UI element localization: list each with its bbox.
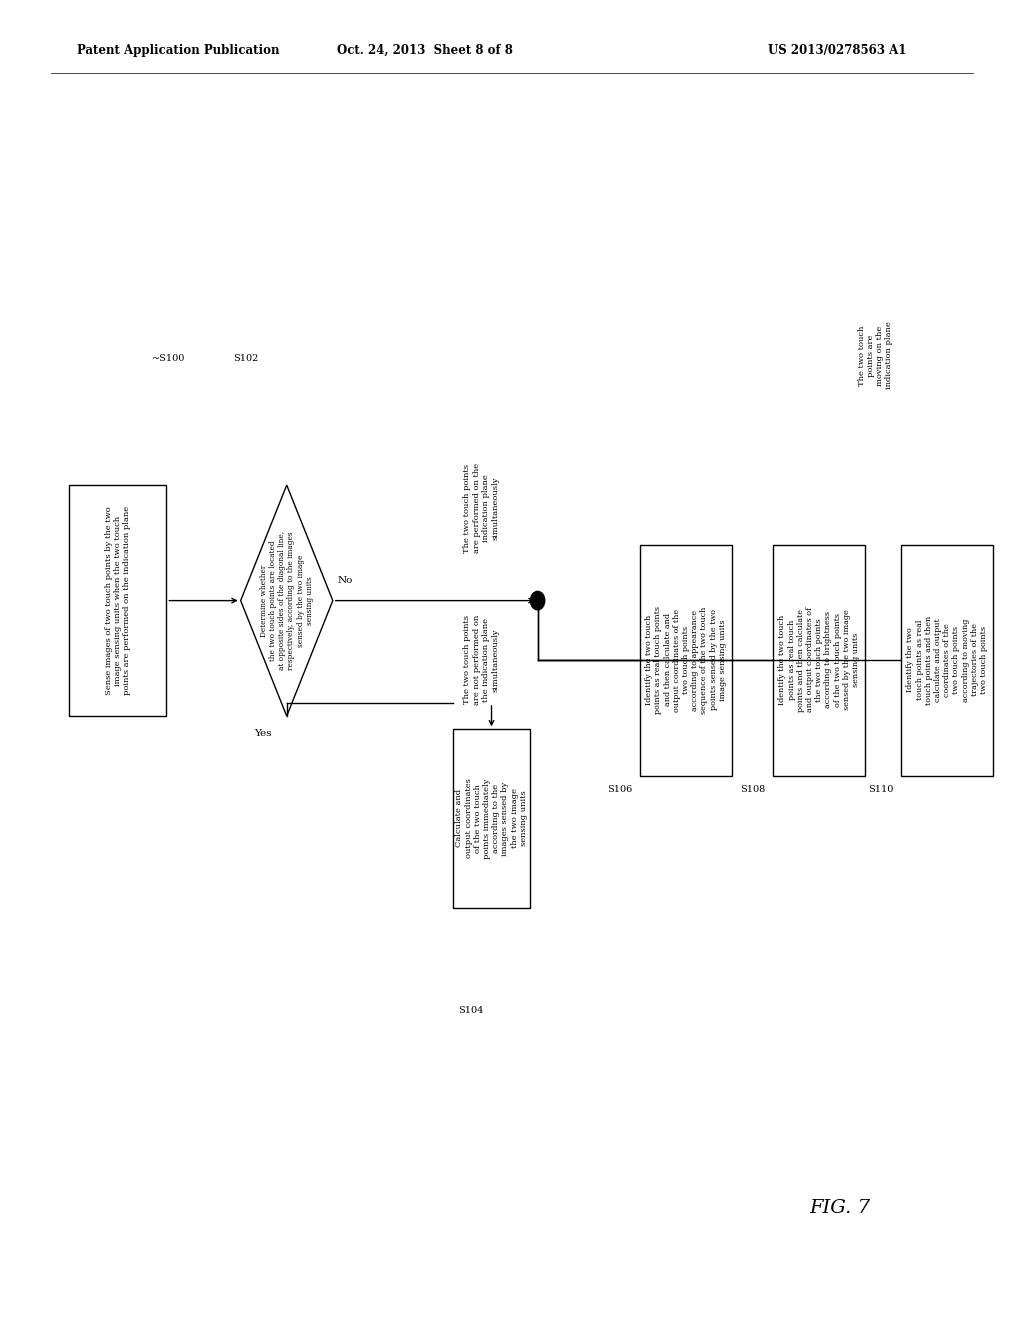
Circle shape (530, 591, 545, 610)
Text: The two touch
points are
moving on the
indication plane: The two touch points are moving on the i… (858, 322, 893, 389)
Text: Oct. 24, 2013  Sheet 8 of 8: Oct. 24, 2013 Sheet 8 of 8 (337, 44, 513, 57)
Text: S106: S106 (607, 785, 632, 795)
Text: S104: S104 (459, 1006, 483, 1015)
Text: Identify the two touch
points as real touch points
and then calculate and
output: Identify the two touch points as real to… (645, 606, 727, 714)
Text: Identify the two
touch points as real
touch points and then
calculate and output: Identify the two touch points as real to… (906, 615, 988, 705)
Bar (70, 484, 166, 715)
Bar (640, 545, 732, 776)
Text: No: No (338, 576, 353, 585)
Polygon shape (241, 484, 333, 715)
Text: Patent Application Publication: Patent Application Publication (77, 44, 280, 57)
Text: The two touch points
are not performed on
the indication plane
simultaneously: The two touch points are not performed o… (464, 615, 499, 705)
Text: The two touch points
are performed on the
indication plane
simultaneously: The two touch points are performed on th… (464, 463, 499, 553)
Bar (901, 545, 993, 776)
Bar (773, 545, 865, 776)
Text: Yes: Yes (254, 729, 271, 738)
Bar (453, 729, 530, 908)
Text: S110: S110 (868, 785, 893, 795)
Text: S108: S108 (740, 785, 765, 795)
Text: Determine whether
the two touch points are located
at opposite sides of the diag: Determine whether the two touch points a… (260, 531, 313, 671)
Text: Identify the two touch
points as real touch
points and then calculate
and output: Identify the two touch points as real to… (778, 607, 860, 713)
Text: Sense images of two touch points by the two
image sensing units when the two tou: Sense images of two touch points by the … (104, 506, 131, 696)
Text: S102: S102 (233, 354, 258, 363)
Text: ~S100: ~S100 (153, 354, 185, 363)
Text: US 2013/0278563 A1: US 2013/0278563 A1 (768, 44, 906, 57)
Text: FIG. 7: FIG. 7 (809, 1199, 870, 1217)
Text: Calculate and
output coordinates
of the two touch
points immediately
according t: Calculate and output coordinates of the … (456, 779, 527, 858)
